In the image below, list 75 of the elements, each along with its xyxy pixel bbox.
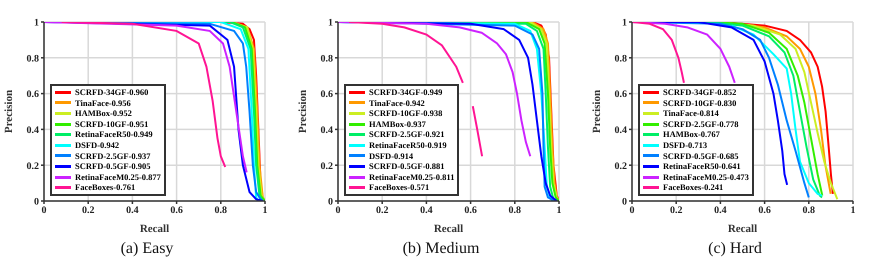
x-tick-label: 0.8 (508, 205, 522, 216)
legend-label: FaceBoxes-0.761 (75, 182, 136, 193)
legend-label: SCRFD-34GF-0.960 (75, 87, 148, 98)
x-tick-label: 0.6 (758, 205, 771, 216)
legend-label: TinaFace-0.942 (369, 98, 425, 108)
y-tick-label: 1 (34, 18, 39, 29)
legend-label: SCRFD-0.5GF-0.905 (75, 161, 151, 172)
y-tick-label: 0.8 (26, 53, 39, 64)
y-axis-title: Precision (296, 90, 309, 134)
x-tick-label: 0.8 (802, 205, 816, 216)
x-tick-label: 0.2 (376, 205, 388, 216)
x-tick-label: 0.4 (714, 205, 727, 216)
legend-label: SCRFD-0.5GF-0.685 (663, 150, 739, 162)
legend-label: FaceBoxes-0.571 (369, 182, 430, 193)
legend-label: RetinaFaceM0.25-0.473 (663, 172, 749, 182)
legend-label: SCRFD-0.5GF-0.881 (369, 161, 445, 172)
legend-label: SCRFD-10GF-0.938 (369, 108, 442, 119)
y-axis-title: Precision (590, 90, 603, 134)
legend-label: DSFD-0.914 (369, 150, 414, 162)
text: (c) Hard (707, 240, 763, 258)
x-tick-label: 0.6 (170, 205, 183, 216)
legend-label: TinaFace-0.956 (75, 98, 131, 108)
legend-label: SCRFD-34GF-0.949 (369, 87, 442, 98)
x-tick-label: 0 (336, 205, 340, 216)
x-tick-label: 0.2 (82, 205, 94, 216)
x-tick-label: 0.4 (126, 205, 139, 216)
y-tick-label: 0.4 (320, 124, 333, 136)
y-tick-label: 0.2 (614, 160, 627, 172)
text: (a) Easy (120, 240, 174, 258)
x-tick-label: 0 (630, 205, 634, 216)
text: (b) Medium (402, 240, 480, 258)
x-axis-title: Recall (140, 223, 170, 235)
x-axis-title: Recall (728, 223, 758, 235)
y-tick-label: 0.4 (26, 124, 39, 136)
y-axis-title: Precision (2, 90, 15, 134)
y-tick-label: 1 (328, 18, 333, 29)
legend-label: SCRFD-2.5GF-0.778 (663, 118, 739, 130)
legend-label: HAMBox-0.767 (663, 129, 720, 140)
y-tick-label: 0 (34, 196, 39, 208)
legend-label: SCRFD-34GF-0.852 (663, 87, 736, 98)
legend-label: DSFD-0.942 (75, 140, 120, 151)
y-tick-label: 0.8 (614, 53, 627, 64)
y-tick-label: 0.6 (26, 89, 39, 100)
x-tick-label: 0.6 (464, 205, 477, 216)
y-tick-label: 0.6 (320, 89, 333, 100)
x-tick-label: 0.8 (214, 205, 228, 216)
x-tick-label: 0.2 (670, 205, 682, 216)
y-tick-label: 0.6 (614, 89, 627, 100)
y-tick-label: 0.4 (614, 124, 627, 136)
y-tick-label: 0 (328, 196, 333, 208)
legend-label: SCRFD-10GF-0.951 (75, 118, 148, 130)
y-tick-label: 1 (622, 18, 627, 29)
y-tick-label: 0.2 (26, 160, 39, 172)
legend-label: FaceBoxes-0.241 (663, 182, 724, 193)
legend-label: DSFD-0.713 (663, 140, 708, 151)
y-tick-label: 0.2 (320, 160, 333, 172)
x-tick-label: 0 (42, 205, 46, 216)
legend-label: TinaFace-0.814 (663, 108, 719, 119)
legend-label: RetinaFaceR50-0.949 (75, 129, 153, 140)
x-tick-label: 1 (262, 205, 268, 216)
x-axis-title: Recall (434, 223, 464, 235)
legend-label: RetinaFaceR50-0.641 (663, 161, 741, 172)
x-tick-label: 1 (850, 205, 856, 216)
legend-label: RetinaFaceR50-0.919 (369, 140, 447, 151)
x-tick-label: 1 (556, 205, 562, 216)
y-tick-label: 0.8 (320, 53, 333, 64)
legend-label: SCRFD-2.5GF-0.921 (369, 129, 445, 140)
legend-label: HAMBox-0.952 (75, 108, 132, 119)
legend-label: RetinaFaceM0.25-0.811 (369, 172, 454, 182)
y-tick-label: 0 (622, 196, 627, 208)
legend-label: RetinaFaceM0.25-0.877 (75, 172, 161, 182)
legend-label: HAMBox-0.937 (369, 118, 426, 130)
legend-label: SCRFD-10GF-0.830 (663, 98, 736, 108)
x-tick-label: 0.4 (420, 205, 433, 216)
legend-label: SCRFD-2.5GF-0.937 (75, 150, 151, 162)
